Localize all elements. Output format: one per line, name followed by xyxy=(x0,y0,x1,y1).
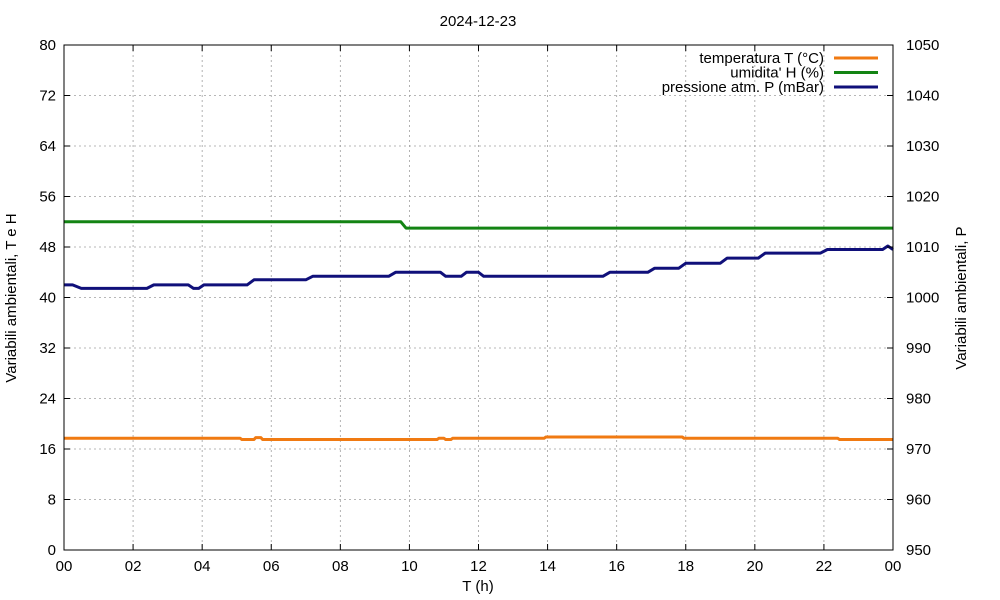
x-tick-label: 18 xyxy=(677,558,694,575)
y-tick-label-left: 32 xyxy=(39,340,56,357)
y-tick-label-left: 16 xyxy=(39,441,56,458)
x-tick-label: 14 xyxy=(539,558,556,575)
legend-label: umidita' H (%) xyxy=(730,65,824,82)
x-tick-label: 00 xyxy=(885,558,902,575)
y-tick-label-right: 1000 xyxy=(906,290,939,307)
x-tick-label: 04 xyxy=(194,558,211,575)
y-tick-label-left: 64 xyxy=(39,138,56,155)
x-tick-label: 08 xyxy=(332,558,349,575)
y-tick-label-left: 72 xyxy=(39,88,56,105)
y-tick-label-left: 48 xyxy=(39,239,56,256)
y-axis-label-left: Variabili ambientali, T e H xyxy=(3,213,20,382)
y-tick-label-right: 970 xyxy=(906,441,931,458)
y-axis-label-right: Variabili ambientali, P xyxy=(953,226,970,369)
y-tick-label-right: 1020 xyxy=(906,189,939,206)
x-tick-label: 22 xyxy=(816,558,833,575)
legend-label: pressione atm. P (mBar) xyxy=(662,79,824,96)
chart-title: 2024-12-23 xyxy=(440,13,517,30)
x-tick-label: 06 xyxy=(263,558,280,575)
grid xyxy=(64,45,893,550)
y-tick-label-right: 1050 xyxy=(906,37,939,54)
y-tick-label-right: 1030 xyxy=(906,138,939,155)
series-line-1 xyxy=(64,220,893,230)
y-tick-label-right: 980 xyxy=(906,391,931,408)
y-tick-label-right: 960 xyxy=(906,492,931,509)
legend: temperatura T (°C)umidita' H (%)pression… xyxy=(662,50,878,96)
series-layer xyxy=(64,220,894,441)
y-tick-label-left: 56 xyxy=(39,189,56,206)
y-tick-label-left: 80 xyxy=(39,37,56,54)
y-tick-label-right: 1040 xyxy=(906,88,939,105)
x-tick-label: 12 xyxy=(470,558,487,575)
x-tick-label: 02 xyxy=(125,558,142,575)
x-axis-label: T (h) xyxy=(462,578,493,595)
x-tick-label: 10 xyxy=(401,558,418,575)
y-tick-label-right: 950 xyxy=(906,542,931,559)
legend-label: temperatura T (°C) xyxy=(699,50,824,67)
y-tick-label-left: 24 xyxy=(39,391,56,408)
y-tick-label-right: 1010 xyxy=(906,239,939,256)
x-tick-label: 00 xyxy=(56,558,73,575)
x-tick-label: 16 xyxy=(608,558,625,575)
y-tick-label-left: 0 xyxy=(48,542,56,559)
y-tick-label-left: 8 xyxy=(48,492,56,509)
series-line-0 xyxy=(64,435,893,441)
series-line-2 xyxy=(64,244,894,290)
ticks: 00 02 04 06 08 10 12 14 16 18 20 22 0008162432404856… xyxy=(39,37,939,575)
y-tick-label-right: 990 xyxy=(906,340,931,357)
y-tick-label-left: 40 xyxy=(39,290,56,307)
x-tick-label: 20 xyxy=(746,558,763,575)
